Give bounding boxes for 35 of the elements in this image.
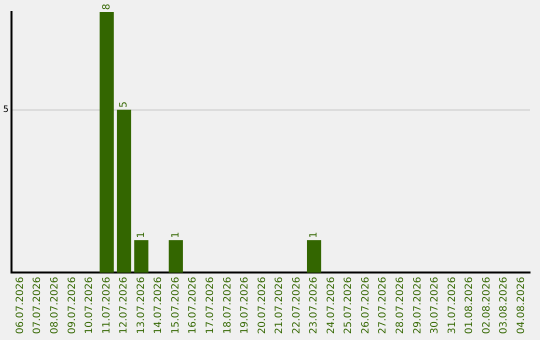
x-tick-label: 08.07.2026 <box>50 276 61 334</box>
x-tick-label: 15.07.2026 <box>170 276 182 334</box>
x-tick-label: 07.07.2026 <box>32 276 44 334</box>
x-tick-label: 16.07.2026 <box>188 276 199 334</box>
x-tick-label: 01.08.2026 <box>464 276 476 334</box>
x-tick-label: 09.07.2026 <box>66 276 78 334</box>
x-tick-label: 03.08.2026 <box>498 276 510 334</box>
data-label: 1 <box>136 232 147 238</box>
x-tick-label: 04.08.2026 <box>516 276 527 334</box>
x-tick-label: 10.07.2026 <box>84 276 96 334</box>
x-tick-label: 12.07.2026 <box>118 276 130 334</box>
x-tick-label: 06.07.2026 <box>14 276 26 334</box>
x-tick-label: 13.07.2026 <box>136 276 147 334</box>
x-tick-label: 02.08.2026 <box>481 276 492 334</box>
x-tick-label: 11.07.2026 <box>101 276 112 334</box>
x-tick-label: 31.07.2026 <box>446 276 458 334</box>
x-tick-label: 22.07.2026 <box>291 276 302 334</box>
data-label: 1 <box>170 232 182 238</box>
x-tick-label: 29.07.2026 <box>412 276 424 334</box>
x-tick-label: 17.07.2026 <box>204 276 216 334</box>
x-tick-label: 27.07.2026 <box>378 276 389 334</box>
x-tick-label: 20.07.2026 <box>256 276 268 334</box>
x-tick-label: 18.07.2026 <box>222 276 234 334</box>
x-tick-label: 30.07.2026 <box>430 276 441 334</box>
data-label: 5 <box>118 101 130 108</box>
data-label: 8 <box>101 4 112 10</box>
x-tick-label: 14.07.2026 <box>153 276 164 334</box>
x-tick-label: 28.07.2026 <box>395 276 406 334</box>
x-tick-label: 21.07.2026 <box>274 276 286 334</box>
x-tick-label: 19.07.2026 <box>240 276 251 334</box>
x-tick-label: 24.07.2026 <box>326 276 337 334</box>
data-label: 1 <box>308 232 320 238</box>
x-tick-label: 26.07.2026 <box>360 276 372 334</box>
x-tick-label: 25.07.2026 <box>343 276 354 334</box>
x-tick-label: 23.07.2026 <box>308 276 320 334</box>
